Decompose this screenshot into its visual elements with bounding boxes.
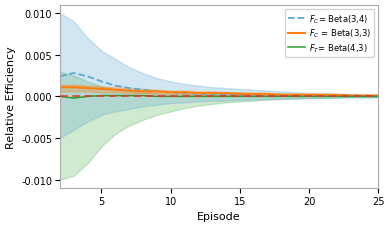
$F_T$= Beta(4,3): [71, 97, 76, 100]
$F_T$= Beta(4,3): [321, 96, 325, 98]
$F_T$= Beta(4,3): [154, 96, 159, 98]
$F_T$= Beta(4,3): [210, 96, 215, 98]
$F_C$= Beta(3,4): [71, 72, 76, 75]
$F_C$ = Beta(3,3): [251, 93, 256, 96]
$F_C$= Beta(3,4): [348, 95, 353, 98]
$F_T$= Beta(4,3): [334, 96, 339, 98]
$F_C$ = Beta(3,3): [362, 95, 367, 98]
$F_T$= Beta(4,3): [293, 96, 298, 98]
$F_C$ = Beta(3,3): [182, 91, 187, 94]
$F_C$ = Beta(3,3): [113, 89, 117, 92]
$F_C$= Beta(3,4): [293, 95, 298, 98]
$F_C$ = Beta(3,3): [321, 94, 325, 97]
Line: $F_C$= Beta(3,4): $F_C$= Beta(3,4): [60, 74, 378, 96]
$F_C$ = Beta(3,3): [140, 91, 145, 93]
$F_T$= Beta(4,3): [58, 96, 62, 98]
$F_T$= Beta(4,3): [99, 95, 104, 98]
$F_T$= Beta(4,3): [223, 96, 228, 98]
$F_C$= Beta(3,4): [321, 95, 325, 98]
$F_C$ = Beta(3,3): [58, 86, 62, 89]
$F_T$= Beta(4,3): [348, 96, 353, 98]
$F_C$ = Beta(3,3): [307, 94, 311, 97]
$F_T$= Beta(4,3): [140, 95, 145, 98]
$F_T$= Beta(4,3): [196, 96, 200, 98]
Legend: $F_C$= Beta(3,4), $F_C$ = Beta(3,3), $F_T$= Beta(4,3): $F_C$= Beta(3,4), $F_C$ = Beta(3,3), $F_…: [285, 10, 374, 58]
$F_T$= Beta(4,3): [265, 96, 270, 98]
$F_C$ = Beta(3,3): [196, 92, 200, 95]
$F_C$ = Beta(3,3): [223, 92, 228, 95]
$F_C$ = Beta(3,3): [210, 92, 215, 95]
$F_C$= Beta(3,4): [265, 95, 270, 98]
$F_T$= Beta(4,3): [279, 96, 284, 98]
$F_T$= Beta(4,3): [168, 96, 173, 98]
$F_C$= Beta(3,4): [154, 91, 159, 93]
$F_C$ = Beta(3,3): [238, 93, 242, 96]
$F_C$ = Beta(3,3): [168, 91, 173, 94]
$F_C$ = Beta(3,3): [334, 94, 339, 97]
Line: $F_C$ = Beta(3,3): $F_C$ = Beta(3,3): [60, 88, 378, 96]
$F_C$ = Beta(3,3): [265, 93, 270, 96]
$F_C$ = Beta(3,3): [293, 94, 298, 97]
$F_C$ = Beta(3,3): [279, 94, 284, 97]
$F_C$= Beta(3,4): [238, 94, 242, 97]
$F_C$= Beta(3,4): [113, 85, 117, 88]
X-axis label: Episode: Episode: [197, 212, 241, 222]
$F_C$ = Beta(3,3): [127, 90, 131, 93]
$F_C$= Beta(3,4): [334, 95, 339, 98]
$F_C$ = Beta(3,3): [71, 86, 76, 89]
$F_T$= Beta(4,3): [238, 96, 242, 98]
$F_C$= Beta(3,4): [182, 92, 187, 95]
$F_T$= Beta(4,3): [376, 96, 381, 98]
$F_C$= Beta(3,4): [279, 95, 284, 98]
$F_T$= Beta(4,3): [362, 96, 367, 98]
$F_C$= Beta(3,4): [58, 76, 62, 78]
Line: $F_T$= Beta(4,3): $F_T$= Beta(4,3): [60, 96, 378, 99]
$F_C$ = Beta(3,3): [99, 88, 104, 91]
$F_C$ = Beta(3,3): [85, 87, 90, 90]
$F_C$= Beta(3,4): [196, 93, 200, 96]
$F_C$= Beta(3,4): [210, 93, 215, 96]
$F_T$= Beta(4,3): [85, 96, 90, 98]
$F_C$= Beta(3,4): [99, 81, 104, 83]
$F_C$= Beta(3,4): [85, 76, 90, 78]
$F_T$= Beta(4,3): [127, 95, 131, 98]
$F_C$= Beta(3,4): [307, 95, 311, 98]
$F_C$= Beta(3,4): [140, 89, 145, 92]
$F_C$= Beta(3,4): [376, 95, 381, 98]
$F_C$= Beta(3,4): [251, 94, 256, 97]
$F_C$= Beta(3,4): [168, 91, 173, 94]
$F_T$= Beta(4,3): [113, 95, 117, 98]
$F_C$ = Beta(3,3): [376, 95, 381, 98]
$F_T$= Beta(4,3): [307, 96, 311, 98]
$F_C$ = Beta(3,3): [348, 95, 353, 98]
$F_T$= Beta(4,3): [182, 96, 187, 98]
$F_C$= Beta(3,4): [223, 94, 228, 97]
$F_T$= Beta(4,3): [251, 96, 256, 98]
$F_C$= Beta(3,4): [127, 87, 131, 90]
Y-axis label: Relative Efficiency: Relative Efficiency: [5, 46, 16, 148]
$F_C$ = Beta(3,3): [154, 91, 159, 93]
$F_C$= Beta(3,4): [362, 95, 367, 98]
